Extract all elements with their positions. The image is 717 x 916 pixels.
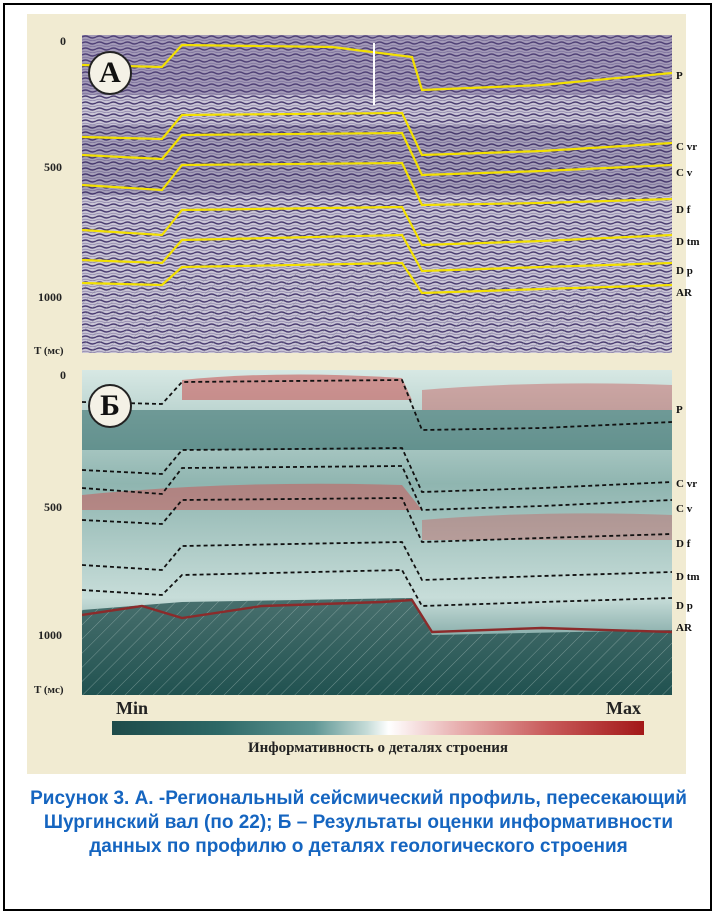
informativity-panel: Б bbox=[82, 370, 672, 695]
horizon-label-b-dp: D p bbox=[676, 600, 693, 612]
panel-b-letter: Б bbox=[88, 384, 132, 428]
horizon-label-b-cv: C v bbox=[676, 503, 693, 515]
horizon-label-a-p: P bbox=[676, 70, 683, 82]
figure-caption: Рисунок 3. А. -Региональный сейсмический… bbox=[30, 788, 687, 857]
colorbar bbox=[112, 721, 644, 735]
horizon-label-b-cvr: C vr bbox=[676, 478, 698, 490]
panel-a-axis-label: T (мс) bbox=[34, 345, 64, 357]
informativity-image bbox=[82, 370, 672, 695]
colorbar-min-label: Min bbox=[116, 698, 149, 718]
horizon-label-b-dtm: D tm bbox=[676, 571, 700, 583]
panel-a-tick-500: 500 bbox=[44, 160, 62, 174]
horizon-label-a-dtm: D tm bbox=[676, 236, 700, 248]
panel-a-letter: А bbox=[88, 51, 132, 95]
colorbar-caption: Информативность о деталях строения bbox=[247, 740, 509, 756]
horizon-label-a-df: D f bbox=[676, 204, 691, 216]
horizon-label-b-p: P bbox=[676, 404, 683, 416]
horizon-label-a-dp: D p bbox=[676, 265, 693, 277]
panel-a-tick-1000: 1000 bbox=[38, 290, 62, 304]
seismic-profile-panel: А bbox=[82, 35, 672, 353]
panel-a-tick-0: 0 bbox=[60, 34, 66, 48]
horizon-label-a-ar: AR bbox=[676, 287, 692, 299]
horizon-label-b-ar: AR bbox=[676, 622, 692, 634]
panel-b-tick-500: 500 bbox=[44, 500, 62, 514]
panel-b-tick-0: 0 bbox=[60, 368, 66, 382]
panel-b-tick-1000: 1000 bbox=[38, 628, 62, 642]
seismic-profile-image bbox=[82, 35, 672, 353]
horizon-label-a-cvr: C vr bbox=[676, 141, 698, 153]
horizon-label-a-cv: C v bbox=[676, 167, 693, 179]
horizon-label-b-df: D f bbox=[676, 538, 691, 550]
panel-b-axis-label: T (мс) bbox=[34, 684, 64, 696]
colorbar-max-label: Max bbox=[606, 698, 641, 718]
